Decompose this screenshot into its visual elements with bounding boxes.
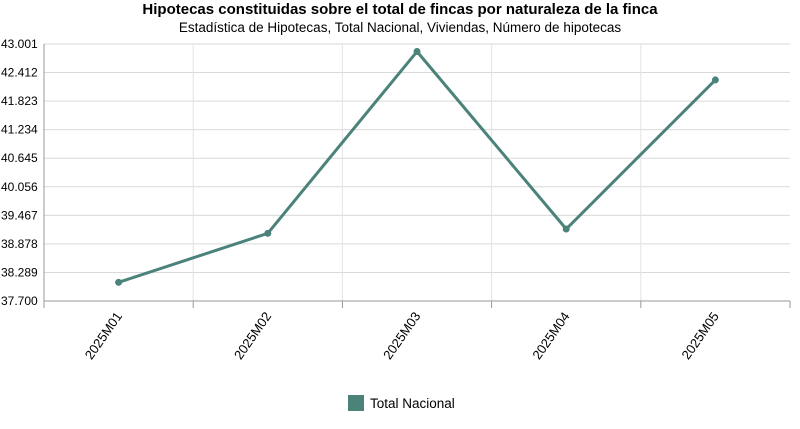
grid-lines [44,43,790,301]
y-tick-label: 40.056 [1,180,38,194]
data-point [562,225,570,233]
y-tick-labels: 37.700 38.289 38.878 39.467 40.056 40.645 41.2… [1,37,38,308]
data-point [115,278,123,286]
series-lines [118,50,717,284]
data-point [711,76,719,84]
y-tick-label: 40.645 [1,151,38,165]
y-tick-label: 39.467 [1,208,38,222]
y-tick-label: 41.823 [1,94,38,108]
legend: Total Nacional [348,395,455,411]
y-tick-label: 41.234 [1,123,38,137]
y-tick-label: 42.412 [1,66,38,80]
y-tick-label: 38.289 [1,265,38,279]
x-tick-label: 2025M05 [678,309,721,362]
chart-title: Hipotecas constituidas sobre el total de… [142,1,658,18]
x-tick-label: 2025M02 [231,309,274,362]
data-points [115,48,719,286]
series-line [118,50,717,284]
y-tick-label: 37.700 [1,294,38,308]
chart-subtitle: Estadística de Hipotecas, Total Nacional… [178,20,622,35]
x-tick-labels: 2025M01 2025M02 2025M03 2025M04 2025M05 [82,309,722,362]
legend-label: Total Nacional [370,395,455,411]
legend-swatch [348,395,364,411]
x-tick-label: 2025M03 [380,309,423,362]
y-tick-label: 43.001 [1,37,38,51]
x-tick-label: 2025M04 [529,309,572,362]
data-point [413,48,421,56]
x-tick-label: 2025M01 [82,309,125,362]
data-point [264,229,272,237]
y-tick-label: 38.878 [1,237,38,251]
axes [43,44,791,308]
